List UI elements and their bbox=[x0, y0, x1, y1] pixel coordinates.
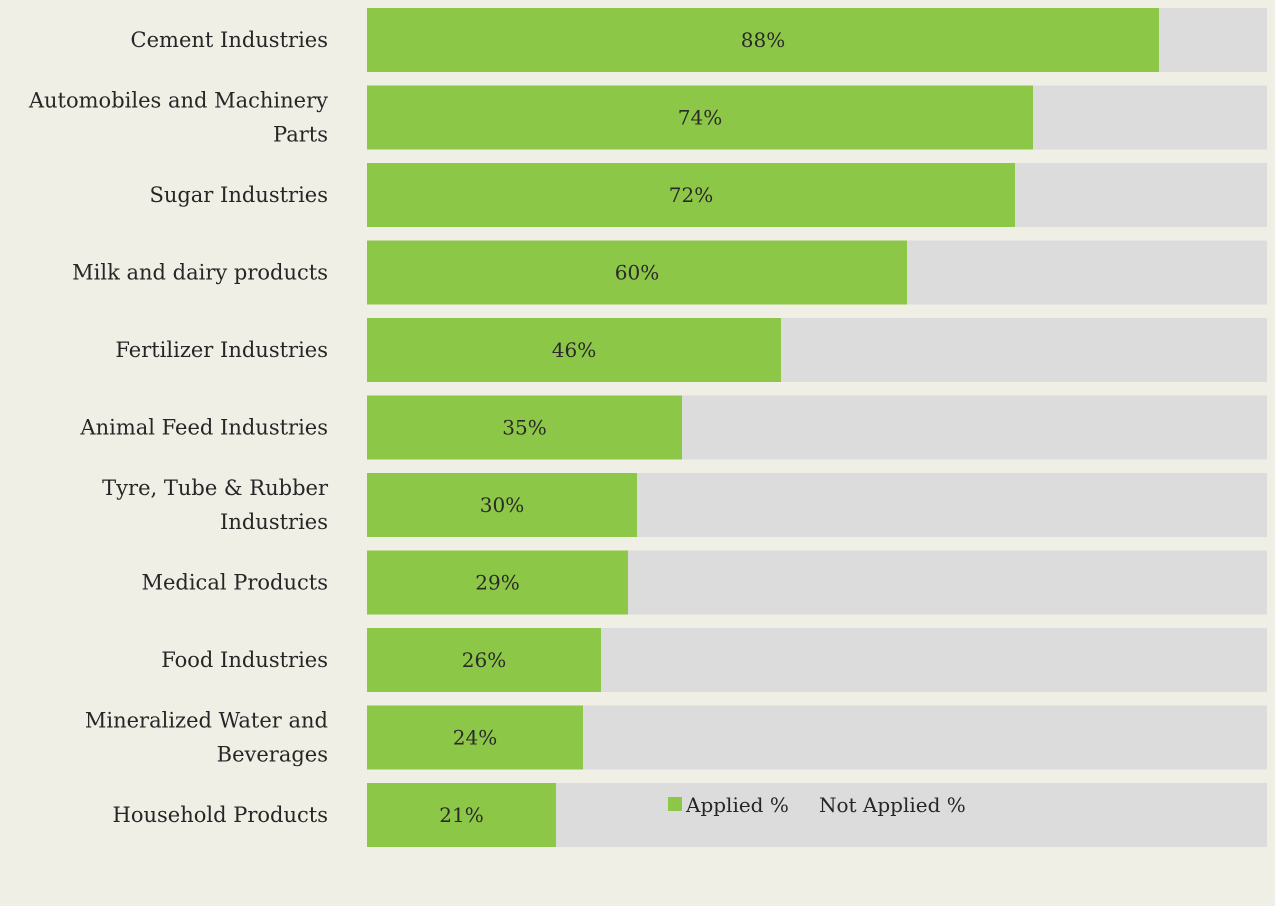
legend-label-not-applied: Not Applied % bbox=[819, 793, 966, 817]
bar-applied-automobiles-and-machinery-parts bbox=[367, 85, 1033, 150]
bars-layer bbox=[367, 8, 1267, 847]
category-label-line: Industries bbox=[220, 510, 328, 534]
value-label-household-products: 21% bbox=[439, 803, 483, 827]
category-label-household-products: Household Products bbox=[113, 803, 328, 827]
bar-applied-cement-industries bbox=[367, 8, 1159, 72]
value-label-animal-feed-industries: 35% bbox=[502, 416, 546, 440]
value-label-mineralized-water-and-beverages: 24% bbox=[453, 726, 497, 750]
category-label-mineralized-water-and-beverages: Mineralized Water and Beverages bbox=[85, 709, 328, 767]
value-label-cement-industries: 88% bbox=[741, 28, 785, 52]
category-label-cement-industries: Cement Industries bbox=[131, 28, 328, 52]
category-label-line: Food Industries bbox=[161, 648, 328, 672]
bar-applied-medical-products bbox=[367, 550, 628, 615]
bar-applied-household-products bbox=[367, 783, 556, 847]
category-label-line: Cement Industries bbox=[131, 28, 328, 52]
bar-applied-mineralized-water-and-beverages bbox=[367, 705, 583, 770]
value-label-food-industries: 26% bbox=[462, 648, 506, 672]
bar-applied-sugar-industries bbox=[367, 163, 1015, 227]
legend: Applied % Not Applied % bbox=[668, 793, 966, 817]
category-label-line: Automobiles and Machinery bbox=[28, 89, 328, 113]
bar-applied-animal-feed-industries bbox=[367, 395, 682, 460]
legend-swatch-applied bbox=[668, 797, 682, 811]
category-label-line: Tyre, Tube & Rubber bbox=[102, 476, 329, 500]
category-label-sugar-industries: Sugar Industries bbox=[149, 183, 328, 207]
category-label-tyre-tube-and-rubber-industries: Tyre, Tube & Rubber Industries bbox=[102, 476, 329, 534]
category-label-medical-products: Medical Products bbox=[141, 571, 328, 595]
category-label-line: Sugar Industries bbox=[149, 183, 328, 207]
category-label-line: Mineralized Water and bbox=[85, 709, 328, 733]
value-label-fertilizer-industries: 46% bbox=[552, 338, 596, 362]
legend-swatch-not-applied bbox=[801, 797, 815, 811]
bar-applied-food-industries bbox=[367, 628, 601, 692]
category-labels-layer: Cement Industries Automobiles and Machine… bbox=[28, 28, 329, 827]
category-label-line: Medical Products bbox=[141, 571, 328, 595]
legend-label-applied: Applied % bbox=[685, 793, 789, 817]
category-label-line: Beverages bbox=[217, 743, 328, 767]
category-label-line: Parts bbox=[273, 123, 328, 147]
bar-applied-fertilizer-industries bbox=[367, 318, 781, 382]
category-label-line: Milk and dairy products bbox=[72, 261, 328, 285]
category-label-food-industries: Food Industries bbox=[161, 648, 328, 672]
category-label-line: Animal Feed Industries bbox=[79, 416, 328, 440]
category-label-fertilizer-industries: Fertilizer Industries bbox=[115, 338, 328, 362]
value-label-sugar-industries: 72% bbox=[669, 183, 713, 207]
value-label-medical-products: 29% bbox=[475, 571, 519, 595]
value-label-milk-and-dairy-products: 60% bbox=[615, 261, 659, 285]
category-label-milk-and-dairy-products: Milk and dairy products bbox=[72, 261, 328, 285]
value-labels-layer: 88% 74% 72% 60% 46% 35% 30% 29% 26% 24% 21% bbox=[439, 28, 785, 827]
value-label-automobiles-and-machinery-parts: 74% bbox=[678, 106, 722, 130]
category-label-line: Fertilizer Industries bbox=[115, 338, 328, 362]
bar-applied-tyre-tube-and-rubber-industries bbox=[367, 473, 637, 537]
category-label-animal-feed-industries: Animal Feed Industries bbox=[79, 416, 328, 440]
value-label-tyre-tube-and-rubber-industries: 30% bbox=[480, 493, 524, 517]
category-label-automobiles-and-machinery-parts: Automobiles and Machinery Parts bbox=[28, 89, 328, 147]
bar-applied-milk-and-dairy-products bbox=[367, 240, 907, 305]
category-label-line: Household Products bbox=[113, 803, 328, 827]
